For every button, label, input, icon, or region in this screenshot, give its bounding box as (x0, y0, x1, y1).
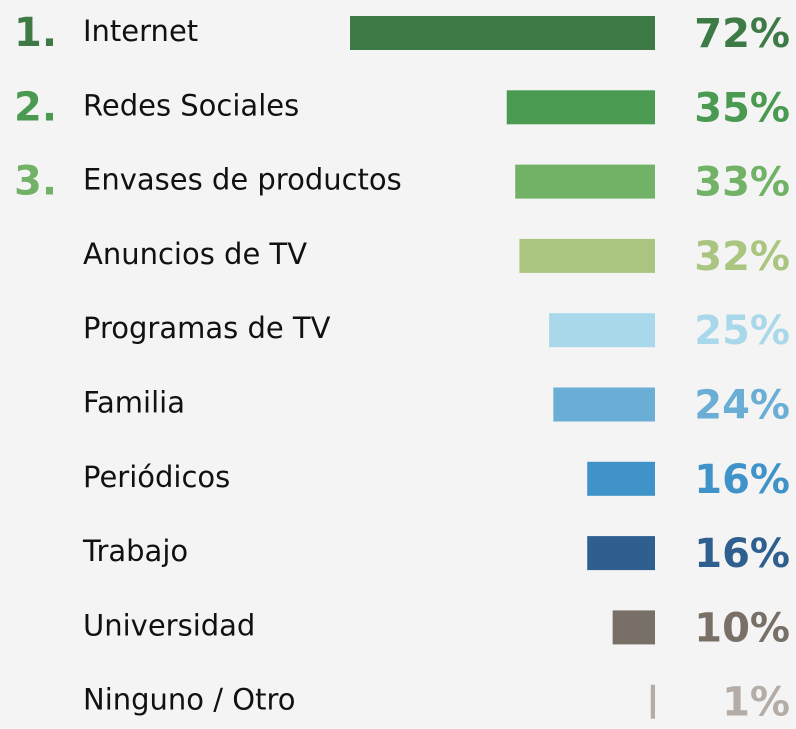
bar (612, 610, 655, 645)
category-label: Anuncios de TV (83, 237, 307, 271)
category-label: Envases de productos (83, 163, 402, 197)
value-label: 35% (694, 85, 790, 131)
category-label: Programas de TV (83, 311, 331, 345)
category-label: Redes Sociales (83, 88, 299, 122)
value-label: 16% (694, 457, 790, 503)
bar (587, 461, 655, 496)
category-label: Trabajo (82, 534, 188, 568)
value-label: 25% (694, 308, 790, 354)
category-label: Ninguno / Otro (83, 683, 295, 717)
value-label: 1% (722, 680, 790, 726)
value-label: 72% (694, 11, 790, 57)
rank-label: 1. (14, 10, 57, 56)
category-label: Universidad (83, 608, 255, 642)
rank-label: 3. (14, 159, 57, 205)
value-label: 24% (694, 383, 790, 429)
bar (553, 387, 655, 422)
value-label: 10% (694, 605, 790, 651)
value-label: 16% (694, 531, 790, 577)
category-label: Internet (83, 14, 198, 48)
category-label: Familia (83, 386, 185, 420)
value-label: 33% (694, 160, 790, 206)
bar (519, 238, 655, 273)
bar (515, 164, 655, 199)
rank-label: 2. (14, 84, 57, 130)
category-label: Periódicos (83, 460, 230, 494)
value-label: 32% (694, 234, 790, 280)
bar (350, 16, 655, 50)
bar (650, 684, 655, 719)
bar (506, 90, 655, 125)
bar (587, 536, 655, 571)
bar (549, 313, 655, 348)
